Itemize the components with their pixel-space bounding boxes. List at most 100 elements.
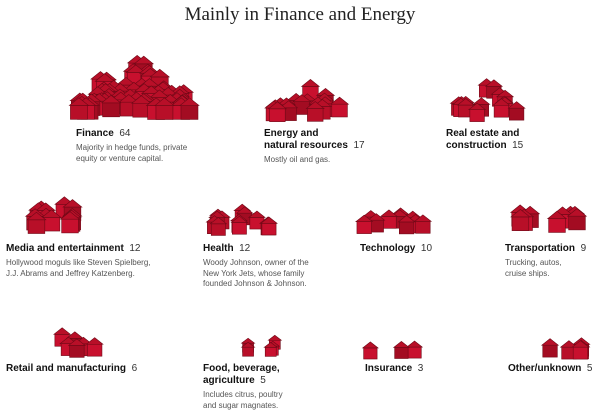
category-description: Hollywood moguls like Steven Spielberg, J…	[6, 258, 151, 279]
house-mark	[540, 338, 560, 358]
description-line: Hollywood moguls like Steven Spielberg,	[6, 258, 151, 267]
house-mark	[154, 97, 175, 120]
category-description: Trucking, autos, cruise ships.	[505, 258, 562, 279]
category-count: 64	[113, 128, 131, 139]
chart-title: Mainly in Finance and Energy	[184, 4, 416, 25]
house-mark	[397, 215, 416, 235]
category-count: 15	[506, 140, 524, 151]
category-label: Energy and natural resources 17	[264, 128, 365, 152]
category-name: Technology	[360, 243, 416, 254]
category-name: Real estate and	[446, 128, 520, 139]
category-name: Finance	[76, 128, 114, 139]
house-mark	[566, 208, 588, 231]
description-line: founded Johnson & Johnson.	[203, 279, 307, 288]
category-name: Retail and manufacturing	[6, 363, 127, 374]
house-mark	[85, 337, 104, 357]
house-mark	[292, 94, 312, 115]
category-label: Health 12	[203, 243, 250, 255]
house-mark	[571, 340, 590, 360]
category-count: 3	[412, 363, 424, 374]
house-pile	[24, 196, 83, 234]
category-count: 5	[254, 375, 266, 386]
house-mark	[507, 101, 526, 121]
category-label: Food, beverage, agriculture 5	[203, 363, 280, 387]
category-description: Majority in hedge funds, private equity o…	[76, 143, 187, 164]
house-mark	[260, 216, 278, 236]
category-name: Food, beverage,	[203, 363, 280, 374]
category-description: Woody Johnson, owner of the New York Jets…	[203, 258, 309, 290]
category-label: Other/unknown 5	[508, 363, 592, 375]
house-pile	[68, 54, 200, 120]
category-count: 5	[581, 363, 593, 374]
house-mark	[26, 211, 47, 234]
description-line: Woody Johnson, owner of the	[203, 258, 309, 267]
house-mark	[510, 208, 531, 231]
category-description: Mostly oil and gas.	[264, 155, 330, 166]
category-label: Technology 10	[360, 243, 432, 255]
house-mark	[361, 341, 379, 360]
house-pile	[509, 204, 588, 233]
description-line: Mostly oil and gas.	[264, 155, 331, 164]
house-mark	[179, 97, 200, 120]
description-line: Majority in hedge funds, private	[76, 143, 188, 152]
category-name: Insurance	[365, 363, 413, 374]
house-mark	[230, 215, 249, 235]
house-mark	[392, 341, 410, 359]
house-mark	[100, 94, 122, 118]
category-count: 17	[347, 140, 365, 151]
house-mark	[413, 214, 433, 234]
category-name: Energy and	[264, 128, 319, 139]
house-mark	[405, 340, 424, 359]
category-label: Retail and manufacturing 6	[6, 363, 137, 375]
category-label: Finance 64	[76, 128, 130, 140]
category-name: Transportation	[505, 243, 576, 254]
category-name-line2: natural resources	[264, 140, 348, 151]
house-mark	[546, 210, 568, 233]
description-line: Trucking, autos,	[505, 258, 562, 267]
category-label: Transportation 9	[505, 243, 586, 255]
house-mark	[240, 341, 256, 357]
house-mark	[468, 102, 487, 122]
category-name-line2: construction	[446, 140, 507, 151]
category-description: Includes citrus, poultry and sugar magnat…	[203, 390, 283, 411]
description-line: equity or venture capital.	[76, 153, 164, 163]
house-mark	[209, 217, 228, 236]
category-count: 10	[415, 243, 433, 254]
house-pile	[540, 337, 591, 360]
house-mark	[355, 214, 374, 234]
house-mark	[263, 342, 279, 357]
house-mark	[329, 96, 350, 118]
description-line: Includes citrus, poultry	[203, 390, 283, 399]
category-name-line2: agriculture	[203, 375, 255, 386]
category-name: Health	[203, 243, 234, 254]
house-mark	[130, 95, 152, 118]
house-pile	[53, 327, 104, 358]
category-label: Insurance 3	[365, 363, 423, 375]
house-pile	[264, 79, 350, 122]
house-mark	[492, 98, 511, 118]
house-pile	[205, 203, 278, 236]
house-pile	[355, 207, 433, 235]
description-line: cruise ships.	[505, 268, 550, 278]
house-pile	[240, 334, 283, 357]
category-name: Media and entertainment	[6, 243, 124, 254]
house-pile	[361, 340, 424, 360]
house-mark	[267, 101, 288, 122]
house-mark	[59, 211, 81, 234]
house-mark	[456, 98, 475, 118]
description-line: and sugar magnates.	[203, 400, 279, 410]
category-label: Real estate and construction 15	[446, 128, 523, 152]
category-count: 12	[233, 243, 251, 254]
house-mark	[67, 338, 87, 358]
description-line: J.J. Abrams and Jeffrey Katzenberg.	[6, 268, 135, 278]
category-name: Other/unknown	[508, 363, 582, 374]
category-count: 9	[575, 243, 587, 254]
house-mark	[68, 97, 90, 120]
house-mark	[41, 209, 62, 232]
house-mark	[305, 101, 325, 122]
house-pile	[449, 78, 526, 122]
category-count: 12	[123, 243, 141, 254]
description-line: New York Jets, whose family	[203, 268, 305, 278]
category-label: Media and entertainment 12	[6, 243, 141, 255]
category-count: 6	[126, 363, 138, 374]
